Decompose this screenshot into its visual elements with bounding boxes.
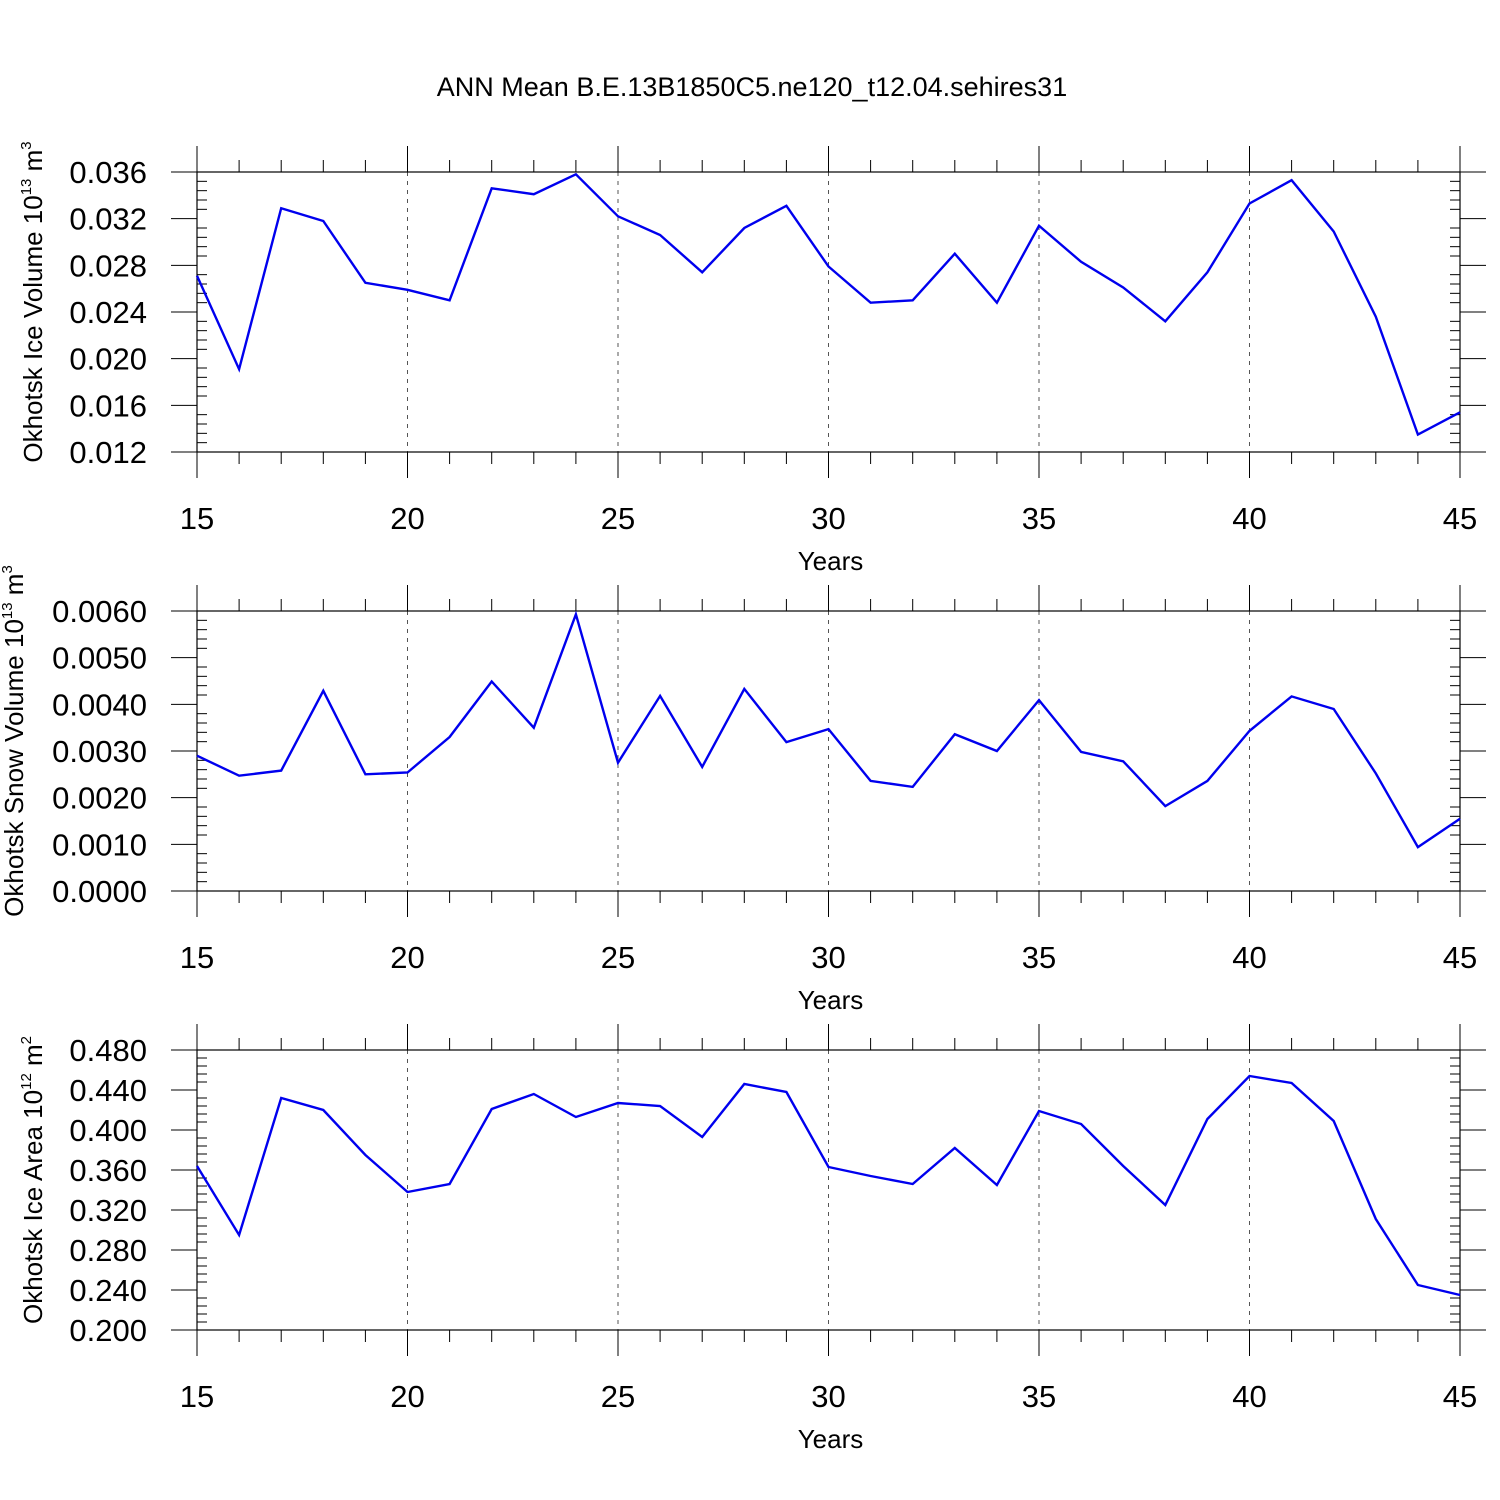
y-tick-label: 0.0050 [52,641,147,676]
y-tick-label: 0.036 [69,155,147,190]
y-tick-label: 0.200 [69,1313,147,1348]
x-tick-label: 45 [1443,1379,1477,1414]
axis-lines [171,146,1461,478]
y-tick-label: 0.400 [69,1113,147,1148]
x-tick-label: 15 [180,501,214,536]
y-tick-label: 0.440 [69,1073,147,1108]
y-tick-label: 0.360 [69,1153,147,1188]
x-tick-label: 25 [601,501,635,536]
x-tick-label: 35 [1022,1379,1056,1414]
figure-title: ANN Mean B.E.13B1850C5.ne120_t12.04.sehi… [437,72,1067,102]
axis-lines [171,1024,1461,1356]
x-axis-label: Years [798,985,864,1015]
x-tick-label: 35 [1022,501,1056,536]
y-axis-label: Okhotsk Ice Volume 1013 m3 [18,141,48,462]
y-tick-label: 0.020 [69,342,147,377]
x-tick-label: 15 [180,940,214,975]
tick-marks [171,1024,1486,1356]
x-tick-label: 20 [390,501,424,536]
y-tick-label: 0.0020 [52,781,147,816]
series-line-ice-volume [195,172,1461,437]
y-tick-label: 0.024 [69,295,147,330]
x-axis-label: Years [798,546,864,576]
axis-lines [171,585,1461,917]
x-tick-label: 30 [811,1379,845,1414]
y-tick-label: 0.320 [69,1193,147,1228]
y-tick-label: 0.032 [69,202,147,237]
x-tick-label: 45 [1443,940,1477,975]
series-line-snow-volume [196,610,1461,849]
y-axis-label: Okhotsk Ice Area 1012 m2 [18,1036,48,1324]
x-tick-label: 25 [601,1379,635,1414]
x-tick-label: 20 [390,1379,424,1414]
y-tick-label: 0.0060 [52,594,147,629]
x-tick-label: 40 [1232,1379,1266,1414]
x-tick-label: 40 [1232,940,1266,975]
panel-snow-volume: 15 20 25 30 35 40 45 0.0000 0.0010 0.0020 0.0030 0.… [0,565,1486,1015]
x-tick-label: 15 [180,1379,214,1414]
y-tick-label: 0.280 [69,1233,147,1268]
y-axis-label: Okhotsk Snow Volume 1013 m3 [0,565,29,917]
tick-marks [171,146,1486,478]
x-tick-label: 25 [601,940,635,975]
panel-ice-area: 15 20 25 30 35 40 45 0.200 0.240 0.280 0.320 0.360 0… [18,1024,1486,1454]
y-tick-label: 0.012 [69,435,147,470]
series-line-ice-area [195,1074,1461,1297]
tick-marks [171,585,1486,917]
y-tick-label: 0.028 [69,248,147,283]
y-tick-label: 0.016 [69,388,147,423]
x-tick-label: 35 [1022,940,1056,975]
x-axis-label: Years [798,1424,864,1454]
y-tick-label: 0.0000 [52,874,147,909]
y-tick-label: 0.0030 [52,734,147,769]
x-tick-label: 45 [1443,501,1477,536]
y-tick-label: 0.240 [69,1273,147,1308]
x-tick-label: 20 [390,940,424,975]
x-tick-label: 40 [1232,501,1266,536]
x-tick-label: 30 [811,940,845,975]
y-tick-label: 0.0010 [52,827,147,862]
panel-ice-volume: 15 20 25 30 35 40 45 0.012 0.016 0.020 0.024 0.028 0… [18,141,1486,576]
x-tick-label: 30 [811,501,845,536]
y-tick-label: 0.480 [69,1033,147,1068]
y-tick-label: 0.0040 [52,687,147,722]
